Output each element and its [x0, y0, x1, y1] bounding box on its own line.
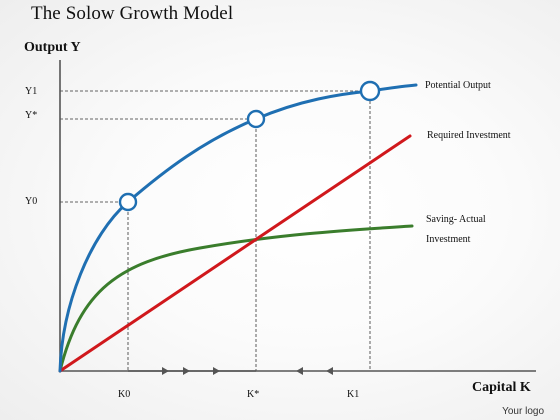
convergence-arrows: [128, 367, 333, 375]
marker-y1: [359, 80, 381, 102]
right-arrow-icon: [162, 367, 169, 375]
y-tick-y1: Y1: [25, 86, 37, 97]
left-arrow-icon: [296, 367, 303, 375]
page-title: The Solow Growth Model: [31, 3, 234, 24]
x-tick-kstar: K*: [247, 389, 259, 400]
y-tick-y0: Y0: [25, 196, 37, 207]
potential-output-label: Potential Output: [425, 80, 491, 91]
logo-text: Your logo: [502, 406, 544, 417]
saving-label-line2: Investment: [426, 234, 471, 245]
marker-y0: [118, 192, 138, 212]
y-tick-ystar: Y*: [25, 110, 37, 121]
x-tick-k0: K0: [118, 389, 130, 400]
marker-ystar: [246, 109, 266, 129]
left-arrow-icon: [326, 367, 333, 375]
guide-lines: [60, 90, 371, 371]
required-investment-label: Required Investment: [427, 130, 511, 141]
y-axis-title: Output Y: [24, 40, 81, 55]
required-investment-line: [58, 134, 412, 373]
saving-label-line1: Saving- Actual: [426, 214, 486, 225]
x-tick-k1: K1: [347, 389, 359, 400]
saving-investment-curve: [58, 224, 414, 373]
right-arrow-icon: [213, 367, 220, 375]
right-arrow-icon: [183, 367, 190, 375]
output-markers: [118, 80, 381, 212]
x-axis-title: Capital K: [472, 380, 531, 395]
